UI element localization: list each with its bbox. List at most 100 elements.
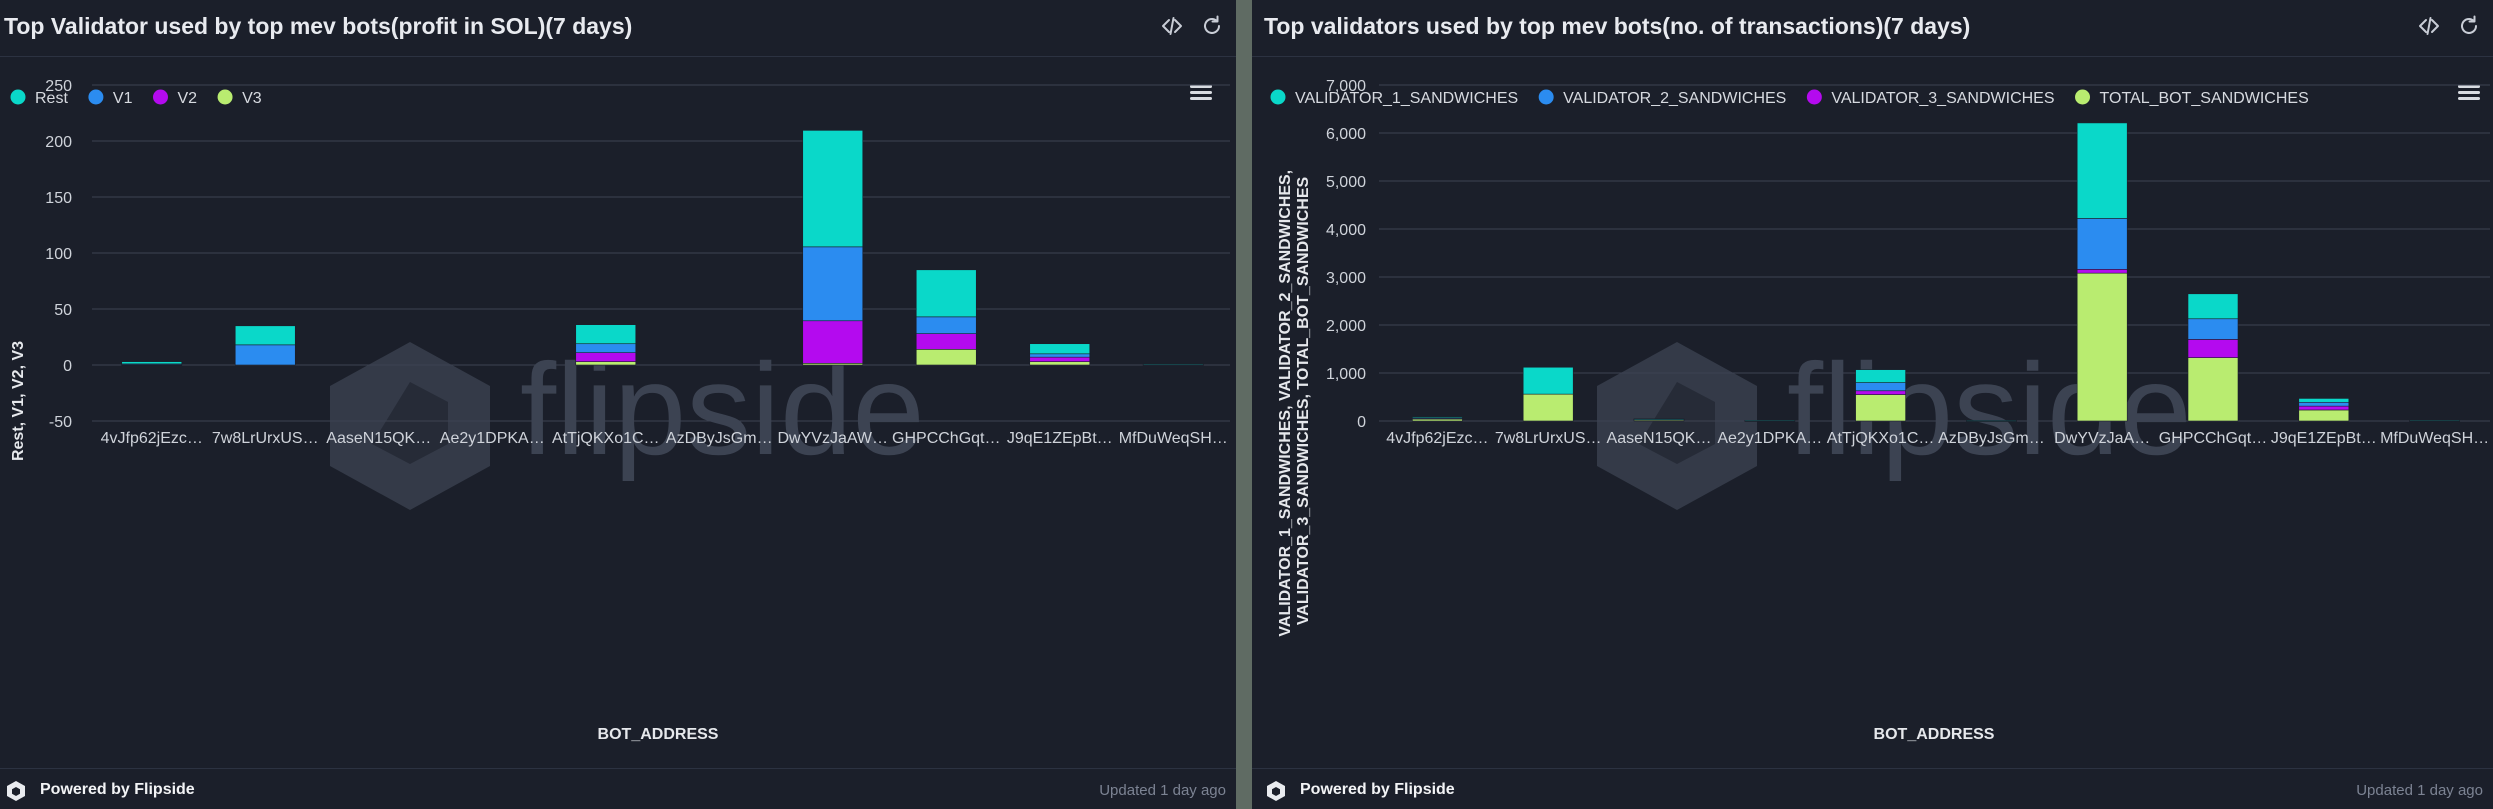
x-tick-label: J9qE1ZEpBt… [2271,430,2377,447]
bar-segment [915,333,977,350]
bar-segment [234,325,296,346]
bar-segment [2076,272,2128,422]
y-axis-ticks: 250 200 150 100 50 0 -50 [45,78,72,431]
y-tick-label: 4,000 [1326,222,1366,239]
y-tick-label: 150 [45,190,72,207]
bar-segment [802,130,864,248]
y-tick-label: 0 [1357,414,1366,431]
bars [121,130,1204,366]
chart-panel-transactions: Top validators used by top mev bots(no. … [1252,0,2493,809]
x-tick-label: AzDByJsGm… [666,430,773,447]
x-tick-label: DwYVzJaAW… [777,430,888,447]
legend-swatch [1538,89,1554,105]
y-tick-label: 1,000 [1326,366,1366,383]
bar-segment [1522,393,1574,422]
bar-segment [1029,343,1091,355]
legend-swatch [152,89,168,105]
x-tick-label: AtTjQKXo1C… [1827,430,1935,447]
legend-swatch [217,89,233,105]
bar-segment [1855,382,1906,392]
legend-label: TOTAL_BOT_SANDWICHES [2100,90,2309,107]
bar-segment [1966,420,2017,422]
header-actions [2405,14,2481,38]
bar-segment [1029,361,1091,366]
y-axis-title-line: VALIDATOR_3_SANDWICHES, TOTAL_BOT_SANDWI… [1295,177,1312,626]
y-tick-label: 200 [45,134,72,151]
y-tick-label: 7,000 [1326,78,1366,95]
panel-footer: Powered by Flipside Updated 1 day ago [1252,768,2493,809]
bar-segment [1633,418,1685,420]
bar-segment [802,320,864,364]
legend-item[interactable]: VALIDATOR_2_SANDWICHES [1538,89,1787,108]
bar-segment [2187,357,2239,422]
bar-segment [1142,363,1204,366]
y-tick-label: 3,000 [1326,270,1366,287]
flipside-logo-icon [1264,779,1288,803]
legend-label: V2 [177,90,197,107]
y-axis-title: Rest, V1, V2, V3 [10,341,27,461]
legend-item[interactable]: VALIDATOR_1_SANDWICHES [1270,89,1519,108]
x-axis-ticks: 4vJfp62jEzc… 7w8LrUrxUS… AaseN15QK… Ae2y1DP… [1386,430,2489,447]
y-axis-title: VALIDATOR_1_SANDWICHES, VALIDATOR_2_SAND… [1277,165,1312,636]
code-icon[interactable] [2417,14,2441,38]
legend-label: VALIDATOR_2_SANDWICHES [1563,90,1786,107]
legend-item[interactable]: TOTAL_BOT_SANDWICHES [2075,89,2309,108]
bar-segment [2076,269,2128,274]
legend-label: VALIDATOR_3_SANDWICHES [1831,90,2054,107]
bar-segment [915,349,977,366]
refresh-icon[interactable] [2457,14,2481,38]
header-actions [1148,14,1224,38]
x-tick-label: MfDuWeqSH… [1119,430,1228,447]
legend-swatch [88,89,104,105]
bar-segment [1029,356,1091,362]
menu-icon[interactable] [1190,85,1212,100]
legend-label: Rest [35,90,68,107]
legend-item[interactable]: V1 [88,89,133,108]
y-tick-label: 50 [54,302,72,319]
bar-segment [2076,218,2128,270]
gridlines [1379,84,2490,422]
bar-segment [575,352,637,362]
legend-item[interactable]: V2 [152,89,197,108]
bar-segment [2409,420,2460,422]
bar-segment [1029,353,1091,358]
x-tick-label: 4vJfp62jEzc… [1386,430,1488,447]
code-icon[interactable] [1160,14,1184,38]
x-tick-label: AtTjQKXo1C… [552,430,660,447]
menu-icon[interactable] [2458,85,2480,100]
bar-segment [1522,366,1574,395]
chart-title: Top Validator used by top mev bots(profi… [4,13,633,39]
panel-footer: Powered by Flipside Updated 1 day ago [0,768,1236,809]
x-tick-label: GHPCChGqt… [2159,430,2267,447]
updated-timestamp: Updated 1 day ago [2356,782,2483,799]
refresh-icon[interactable] [1200,14,1224,38]
bar-segment [1744,420,1796,422]
bar-segment [1412,416,1463,419]
bars [1412,122,2460,422]
bar-segment [2298,398,2350,403]
legend-item[interactable]: VALIDATOR_3_SANDWICHES [1806,89,2055,108]
bar-segment [1855,369,1906,383]
bar-segment [1855,394,1906,422]
legend-label: VALIDATOR_1_SANDWICHES [1295,90,1518,107]
x-tick-label: 7w8LrUrxUS… [1495,430,1602,447]
powered-by-label: Powered by Flipside [40,781,195,798]
legend-item[interactable]: V3 [217,89,262,108]
chart-title: Top validators used by top mev bots(no. … [1264,13,1971,39]
bar-segment [575,324,637,345]
y-tick-label: 100 [45,246,72,263]
x-tick-label: 7w8LrUrxUS… [212,430,319,447]
y-tick-label: 6,000 [1326,126,1366,143]
x-tick-label: AzDByJsGm… [1938,430,2045,447]
legend-label: V3 [242,90,262,107]
x-tick-label: DwYVzJaA… [2054,430,2150,447]
bar-segment [234,344,296,366]
y-tick-label: 2,000 [1326,318,1366,335]
legend-swatch [2075,89,2091,105]
legend: VALIDATOR_1_SANDWICHES VALIDATOR_2_SANDWI… [1270,89,2309,108]
bar-segment [575,343,637,353]
updated-timestamp: Updated 1 day ago [1099,782,1226,799]
legend-item[interactable]: Rest [10,89,69,108]
bar-segment [121,361,183,365]
